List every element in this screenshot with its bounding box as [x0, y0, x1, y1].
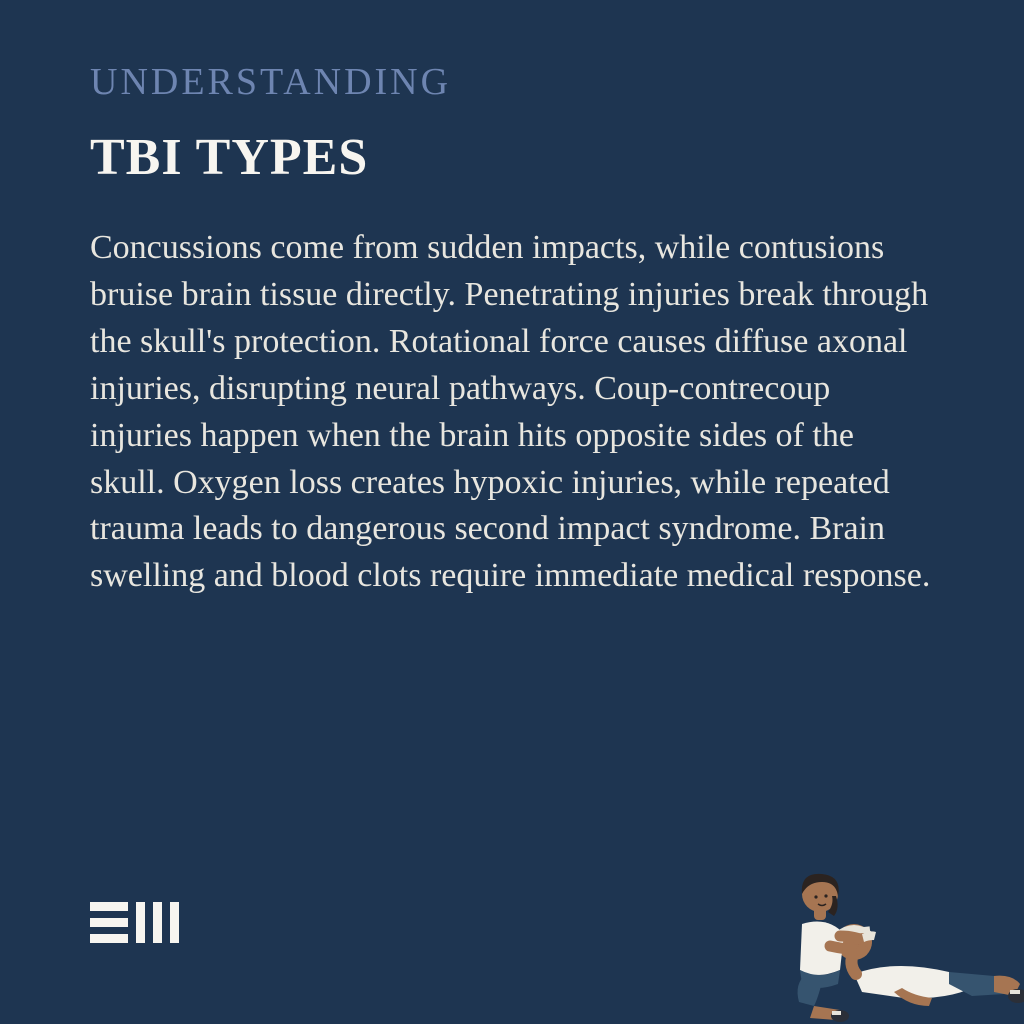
illustration-icon [744, 824, 1024, 1024]
brand-logo [90, 900, 182, 946]
first-aid-illustration [744, 824, 1024, 1024]
page-title: TBI TYPES [90, 128, 934, 187]
body-paragraph: Concussions come from sudden impacts, wh… [90, 225, 934, 600]
eyebrow-heading: UNDERSTANDING [90, 60, 934, 104]
logo-icon [90, 900, 182, 946]
